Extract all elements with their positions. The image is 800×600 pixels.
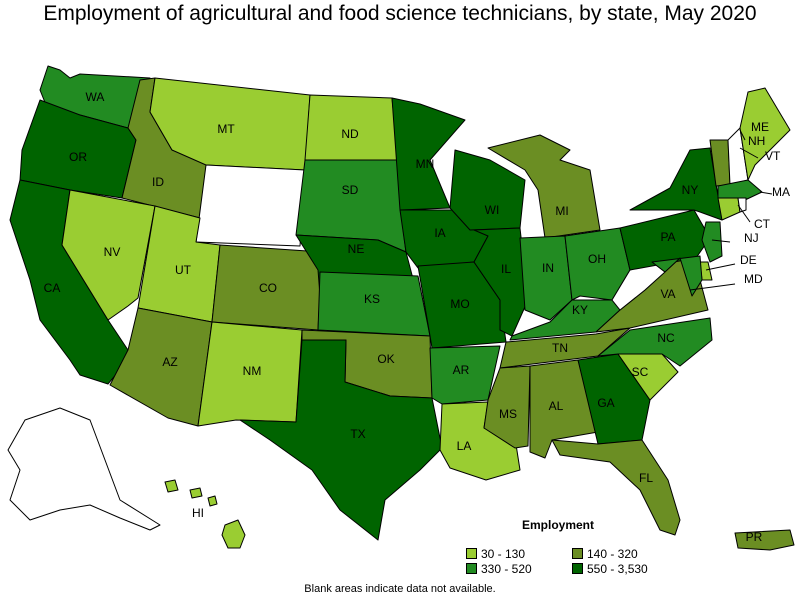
state-label-WI: WI	[485, 203, 500, 217]
state-CT	[717, 197, 741, 221]
legend-item-4: 550 - 3,530	[572, 562, 648, 576]
state-NY	[629, 147, 723, 221]
legend-label-3: 330 - 520	[481, 562, 532, 576]
state-label-MO: MO	[450, 297, 469, 311]
state-label-TN: TN	[552, 341, 568, 355]
state-label-IL: IL	[501, 262, 511, 276]
map-title: Employment of agricultural and food scie…	[43, 2, 757, 25]
state-label-MD: MD	[744, 272, 763, 286]
state-label-AZ: AZ	[162, 355, 177, 369]
state-label-MS: MS	[499, 407, 517, 421]
state-label-CO: CO	[259, 281, 277, 295]
legend-item-2: 140 - 320	[572, 547, 638, 561]
legend-title: Employment	[522, 518, 595, 532]
footnote: Blank areas indicate data not available.	[304, 583, 496, 595]
state-TN	[499, 327, 631, 369]
state-label-ND: ND	[341, 127, 359, 141]
state-label-NM: NM	[243, 364, 262, 378]
state-label-FL: FL	[639, 471, 653, 485]
legend-label-1: 30 - 130	[481, 547, 526, 561]
state-label-OH: OH	[588, 252, 606, 266]
state-NJ	[701, 221, 723, 263]
state-MI	[487, 134, 601, 239]
legend-swatch-4	[572, 563, 583, 574]
legend-label-4: 550 - 3,530	[587, 562, 648, 576]
state-label-SC: SC	[632, 365, 649, 379]
state-label-IN: IN	[542, 261, 554, 275]
state-label-HI: HI	[192, 506, 204, 520]
state-label-VA: VA	[660, 287, 675, 301]
state-label-SD: SD	[342, 183, 359, 197]
state-label-AL: AL	[549, 399, 564, 413]
state-FL	[551, 439, 681, 536]
state-PA	[619, 209, 711, 271]
state-label-OR: OR	[69, 150, 87, 164]
state-AK	[7, 407, 161, 531]
state-label-GA: GA	[597, 396, 614, 410]
state-label-DE: DE	[740, 253, 757, 267]
state-label-CT: CT	[754, 217, 771, 231]
state-label-MI: MI	[555, 204, 568, 218]
state-labels: WA OR CA ID NV MT UT AZ CO NM ND SD NE KS OK TX MN IA MO AR…	[44, 90, 790, 544]
state-AZ	[109, 307, 213, 427]
state-label-MT: MT	[217, 122, 235, 136]
legend-swatch-3	[466, 563, 477, 574]
state-label-KS: KS	[364, 292, 380, 306]
state-label-NY: NY	[682, 183, 699, 197]
state-MD	[651, 255, 703, 297]
legend-swatch-2	[572, 548, 583, 559]
legend-item-3: 330 - 520	[466, 562, 532, 576]
state-label-NV: NV	[104, 245, 121, 259]
state-MA	[717, 179, 763, 201]
state-HI	[164, 479, 246, 549]
leader-lines	[689, 129, 773, 291]
state-NC	[597, 317, 713, 367]
legend-swatch-1	[466, 548, 477, 559]
state-label-NJ: NJ	[744, 231, 759, 245]
legend-label-2: 140 - 320	[587, 547, 638, 561]
state-label-PA: PA	[660, 230, 675, 244]
state-label-NC: NC	[657, 331, 675, 345]
state-label-OK: OK	[377, 352, 394, 366]
state-label-UT: UT	[175, 263, 192, 277]
state-IN	[519, 235, 573, 321]
state-PR	[734, 529, 795, 551]
state-label-NE: NE	[348, 242, 365, 256]
state-label-TX: TX	[350, 427, 365, 441]
state-WY	[195, 164, 306, 247]
state-label-AR: AR	[453, 363, 470, 377]
state-label-WA: WA	[86, 90, 105, 104]
state-TX	[239, 339, 443, 541]
state-label-CA: CA	[44, 281, 61, 295]
state-AR	[429, 345, 501, 405]
state-label-LA: LA	[457, 439, 472, 453]
state-label-ID: ID	[152, 175, 164, 189]
state-label-MA: MA	[772, 185, 790, 199]
state-label-PR: PR	[746, 530, 763, 544]
state-label-VT: VT	[765, 149, 781, 163]
legend-item-1: 30 - 130	[466, 547, 525, 561]
state-label-MN: MN	[416, 157, 435, 171]
state-label-ME: ME	[751, 120, 769, 134]
state-label-IA: IA	[434, 226, 445, 240]
state-label-NH: NH	[748, 134, 765, 148]
state-label-KY: KY	[572, 303, 588, 317]
